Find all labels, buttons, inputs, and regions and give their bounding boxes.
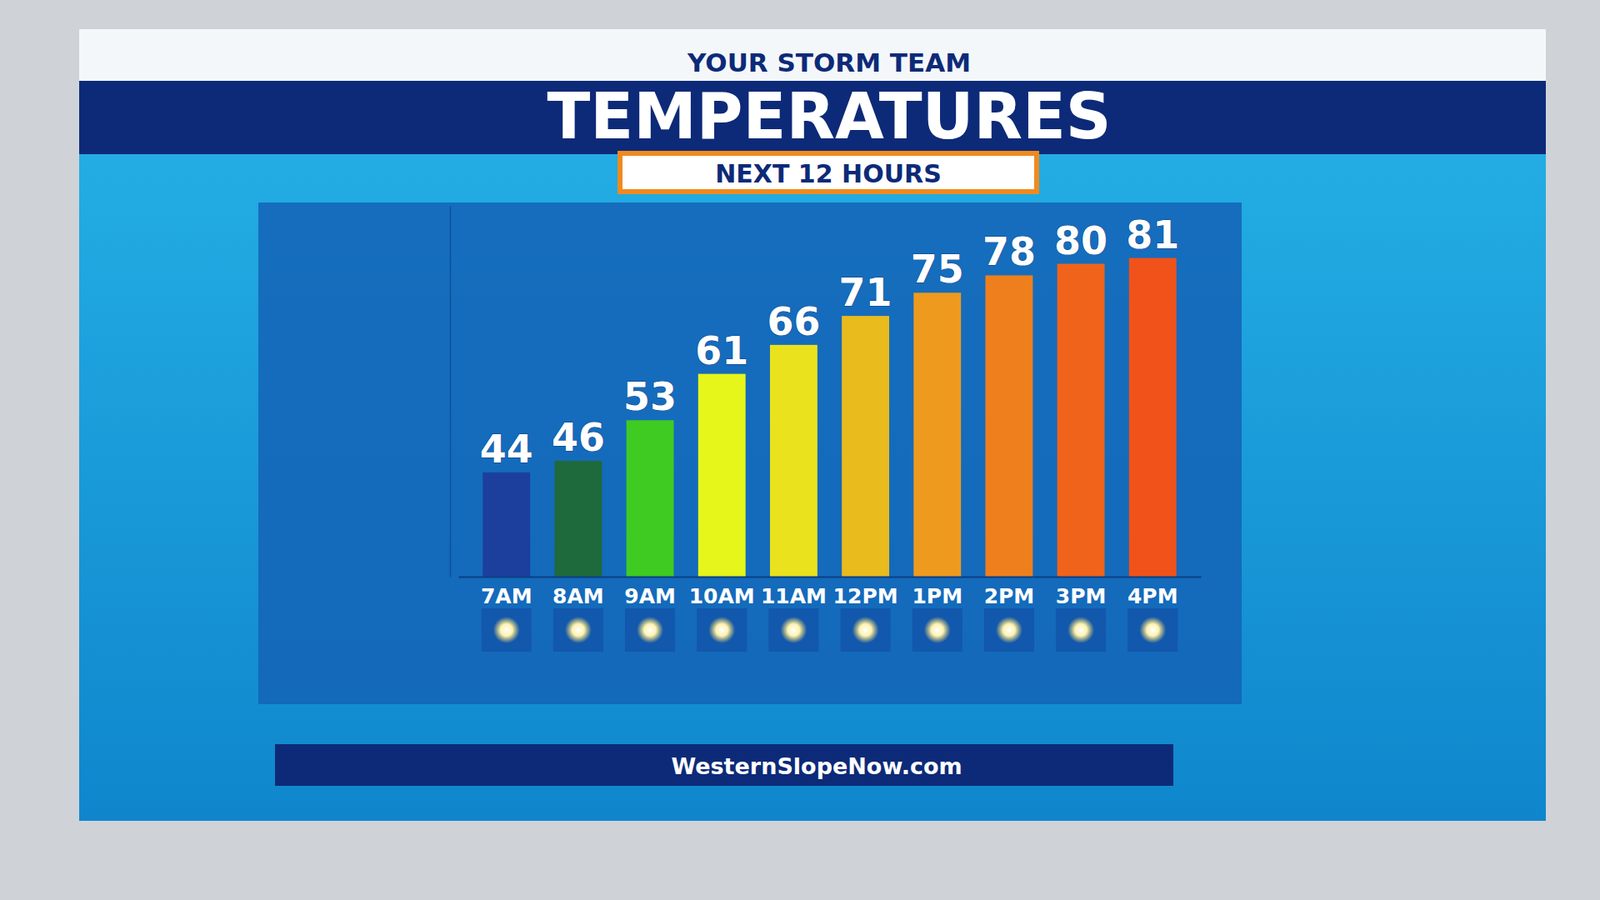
- x-tick: 3PM: [1055, 576, 1107, 609]
- data-label: 75: [910, 246, 965, 292]
- x-tick: 4PM: [1127, 576, 1179, 609]
- header-strip: [79, 29, 1546, 81]
- x-axis: 7AM 8AM 9AM 10AM11AM12PM 1PM 2PM 3PM 4PM: [459, 576, 1202, 609]
- x-tick-label: 4PM: [1127, 584, 1179, 609]
- sun-icon: [708, 616, 735, 644]
- icon-tile: [625, 608, 675, 652]
- x-tick: 9AM: [624, 576, 676, 609]
- footer-url: WesternSlopeNow.com: [670, 753, 962, 780]
- x-tick-label: 11AM: [760, 584, 827, 609]
- bar: [482, 472, 530, 577]
- title: TEMPERATURES: [546, 79, 1111, 154]
- x-tick-label: 9AM: [624, 584, 676, 609]
- data-label: 71: [839, 270, 893, 315]
- sun-icon: [636, 616, 664, 644]
- y-axis-line: [450, 206, 452, 578]
- y-axis: [450, 206, 451, 578]
- icon-tile: [912, 608, 963, 652]
- x-tick-label: 3PM: [1055, 584, 1107, 609]
- data-label: 61: [695, 328, 749, 374]
- x-tick-label: 12PM: [833, 584, 899, 609]
- data-labels: 44 46 53 61 66 71 75 78 80 81: [480, 212, 1180, 472]
- weather-icons: [481, 608, 1179, 652]
- header-text: YOUR STORM TEAM: [686, 47, 971, 78]
- x-tick: 11AM: [760, 576, 827, 609]
- icon-tile: [481, 608, 532, 652]
- data-label: 80: [1054, 218, 1108, 264]
- footer-band: [275, 744, 1174, 786]
- x-tick: 10AM: [689, 576, 755, 609]
- data-label: 66: [766, 299, 820, 345]
- x-tick: 2PM: [984, 576, 1035, 609]
- bar: [841, 315, 890, 577]
- x-tick-label: 8AM: [552, 584, 605, 609]
- icon-tile: [768, 608, 819, 652]
- bar: [985, 275, 1033, 577]
- sun-icon: [565, 616, 592, 644]
- sun-icon: [1067, 616, 1095, 644]
- x-tick-label: 7AM: [480, 584, 533, 609]
- x-tick-label: 10AM: [689, 584, 755, 609]
- bar: [698, 374, 746, 577]
- icon-tile: [696, 608, 747, 652]
- x-tick: 12PM: [833, 576, 899, 609]
- sun-icon: [780, 616, 807, 644]
- data-label: 46: [551, 415, 605, 460]
- icon-tile: [1127, 608, 1178, 652]
- sun-icon: [1139, 616, 1166, 644]
- icon-tile: [1055, 608, 1106, 652]
- data-label: 53: [623, 374, 677, 420]
- subtitle: NEXT 12 HOURS: [715, 159, 942, 189]
- icon-tile: [553, 608, 604, 652]
- sun-icon: [995, 616, 1023, 644]
- x-axis-line: [459, 576, 1202, 579]
- plot-panel: [258, 202, 1242, 705]
- sun-icon: [852, 616, 880, 644]
- board: [79, 29, 1546, 821]
- icon-tile: [840, 608, 891, 652]
- x-tick: 7AM: [480, 576, 533, 609]
- bar: [770, 345, 818, 577]
- bar: [913, 292, 961, 577]
- data-label: 81: [1125, 212, 1180, 258]
- bar: [554, 460, 602, 577]
- x-tick-label: 1PM: [911, 584, 963, 609]
- subtitle-box: [620, 153, 1037, 192]
- bars: [482, 258, 1176, 577]
- sun-icon: [924, 616, 951, 644]
- bar: [1129, 258, 1177, 577]
- data-label: 78: [982, 229, 1036, 275]
- bar: [626, 420, 675, 577]
- bar: [1057, 264, 1105, 577]
- sun-icon: [493, 616, 520, 644]
- chart: YOUR STORM TEAMTEMPERATURES NEXT 12 HOURS…: [0, 0, 1600, 900]
- x-tick: 8AM: [552, 576, 605, 609]
- icon-tile: [984, 608, 1035, 652]
- data-label: 44: [480, 426, 534, 472]
- x-tick-label: 2PM: [984, 584, 1035, 609]
- x-tick: 1PM: [911, 576, 963, 609]
